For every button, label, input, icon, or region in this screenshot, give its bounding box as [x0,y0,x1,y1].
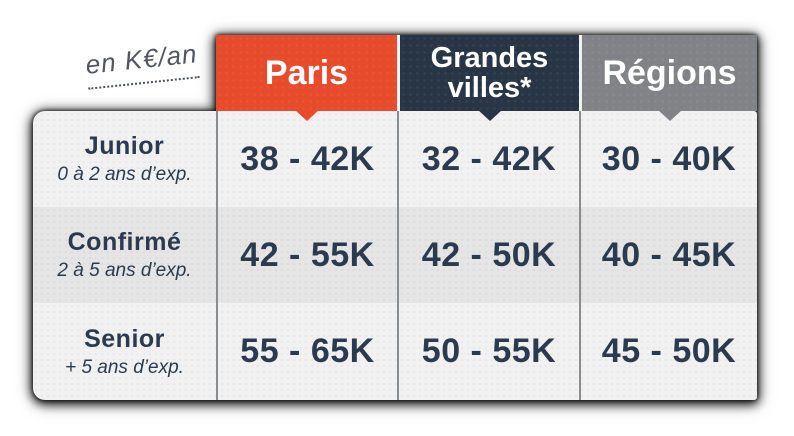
level-label: Junior [84,132,165,160]
column-header-paris: Paris [216,35,397,111]
experience-label: + 5 ans d’exp. [65,356,184,378]
salary-cell-confirme-regions: 40 - 45K [579,207,757,303]
table-body: Junior 0 à 2 ans d’exp. 38 - 42K 32 - 42… [33,111,757,400]
column-header-grandes-villes: Grandes villes* [397,35,579,111]
column-header-label: Paris [264,53,349,92]
row-label-confirme: Confirmé 2 à 5 ans d’exp. [33,207,216,303]
salary-cell-confirme-paris: 42 - 55K [216,207,397,303]
row-label-junior: Junior 0 à 2 ans d’exp. [33,111,216,207]
table-row-confirme: Confirmé 2 à 5 ans d’exp. 42 - 55K 42 - … [33,207,757,303]
salary-cell-junior-regions: 30 - 40K [579,111,757,207]
salary-cell-junior-paris: 38 - 42K [216,111,397,207]
column-header-label: Grandes villes* [430,41,549,104]
table-row-junior: Junior 0 à 2 ans d’exp. 38 - 42K 32 - 42… [33,111,757,207]
column-header-regions: Régions [579,35,757,111]
salary-cell-senior-regions: 45 - 50K [579,303,757,400]
column-header-label: Régions [602,53,737,92]
level-label: Senior [84,324,165,353]
salary-cell-junior-grandes-villes: 32 - 42K [397,111,579,207]
experience-label: 2 à 5 ans d’exp. [57,260,192,281]
level-label: Confirmé [67,228,182,256]
table-row-senior: Senior + 5 ans d’exp. 55 - 65K 50 - 55K … [33,303,757,400]
table-header-row: Paris Grandes villes* Régions [216,35,757,111]
salary-cell-senior-paris: 55 - 65K [216,303,397,400]
experience-label: 0 à 2 ans d’exp. [57,164,192,185]
salary-cell-confirme-grandes-villes: 42 - 50K [397,207,579,303]
salary-cell-senior-grandes-villes: 50 - 55K [397,303,579,400]
row-label-senior: Senior + 5 ans d’exp. [33,303,216,400]
